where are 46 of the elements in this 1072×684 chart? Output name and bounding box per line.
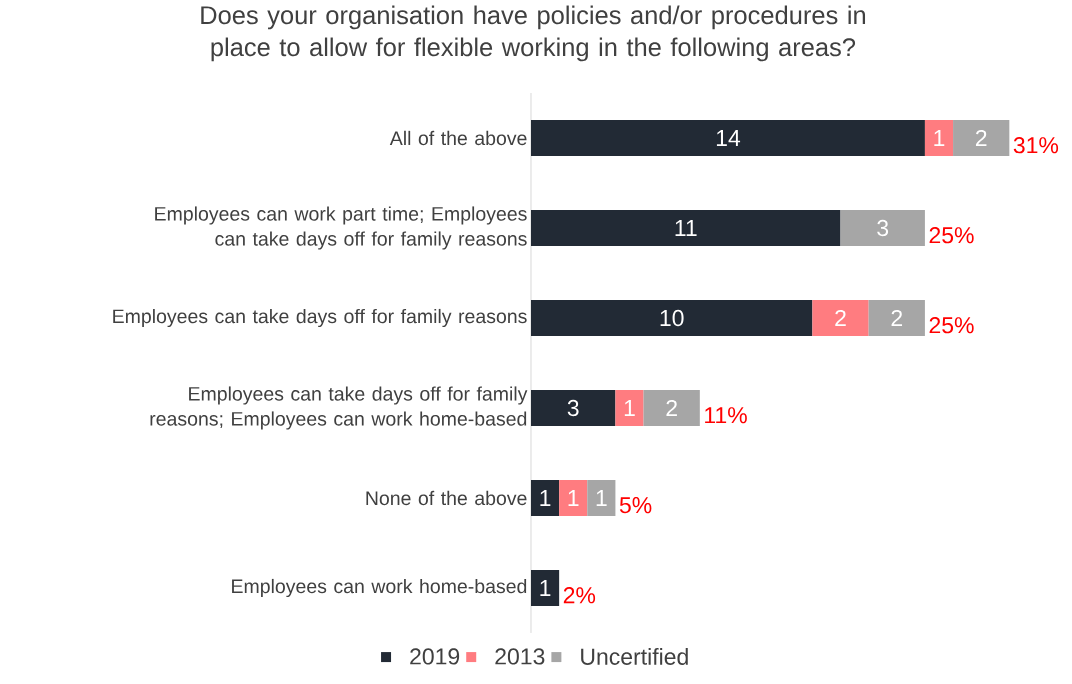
data-label: 3	[877, 219, 889, 237]
bar	[531, 120, 925, 156]
bar	[531, 210, 841, 246]
annotation: 2%	[563, 587, 596, 604]
data-label: 1	[540, 490, 551, 506]
annotation: 25%	[929, 317, 974, 334]
data-label: 14	[716, 130, 741, 146]
bar	[531, 569, 560, 606]
y-tick-label: Employees can work part time; Employees can take days off for family reasons	[155, 206, 527, 250]
data-label: 1	[540, 580, 551, 596]
data-label: 2	[891, 309, 903, 327]
legend-label: 2019	[410, 648, 460, 665]
data-label: 1	[934, 130, 945, 146]
chart-title: Does your organisation have policies and/or procedures in place to allow for flexible working in the following areas?	[201, 5, 866, 62]
bar	[531, 479, 560, 516]
data-label: 10	[660, 309, 684, 327]
legend-label: Uncertified	[581, 647, 688, 665]
data-label: 2	[975, 129, 987, 147]
data-label: 1	[624, 400, 635, 416]
y-tick-label: Employees can take days off for family reasons; Employees can work home-based	[150, 386, 528, 430]
annotation: 31%	[1013, 137, 1059, 154]
y-tick-label: All of the above	[389, 130, 527, 146]
y-tick-label: Employees can work home-based	[232, 578, 527, 598]
y-tick-label: None of the above	[366, 490, 527, 506]
bar	[531, 299, 813, 336]
bar	[531, 389, 616, 426]
bar	[924, 120, 954, 156]
bar	[812, 299, 869, 336]
bar	[559, 479, 588, 516]
annotation: 5%	[619, 497, 652, 514]
data-label: 1	[596, 490, 607, 506]
bar	[615, 389, 644, 426]
data-label: 3	[567, 399, 579, 417]
bar	[868, 299, 925, 336]
annotation: 11%	[705, 407, 747, 424]
data-label: 2	[666, 399, 677, 417]
data-label: 11	[675, 220, 697, 236]
legend-label: 2013	[495, 648, 545, 665]
bar	[587, 479, 616, 516]
bar	[953, 120, 1010, 156]
bar	[643, 389, 700, 426]
bar	[840, 210, 925, 246]
data-label: 2	[835, 309, 846, 327]
y-tick-label: Employees can take days off for family reasons	[113, 308, 527, 328]
annotation: 25%	[929, 227, 974, 244]
data-label: 1	[568, 490, 579, 506]
